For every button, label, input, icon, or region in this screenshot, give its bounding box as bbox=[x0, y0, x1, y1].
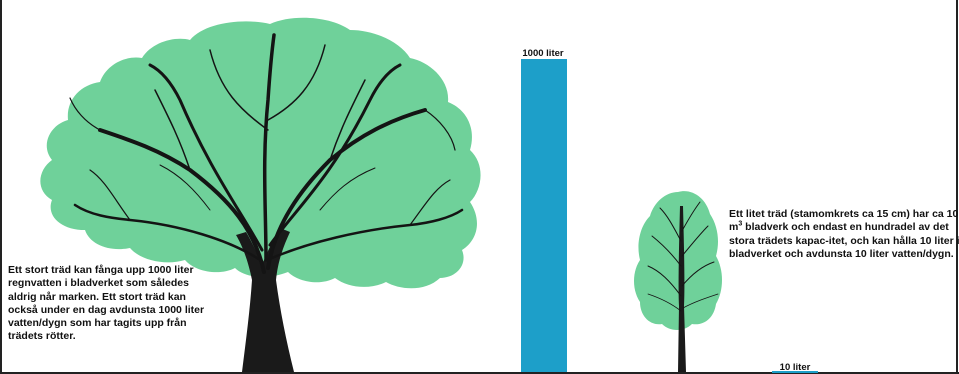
large-tree-caption: Ett stort träd kan fånga upp 1000 liter … bbox=[8, 264, 205, 343]
large-bar-label: 1000 liter bbox=[522, 48, 564, 59]
large-tree-trunk bbox=[236, 228, 294, 372]
small-tree-branches bbox=[647, 201, 719, 312]
large-tree-canopy bbox=[40, 17, 481, 289]
small-bar-label: 10 liter bbox=[779, 362, 811, 373]
frame-right-border bbox=[956, 0, 958, 374]
small-tree-caption-part2: bladverk och endast en hundradel av det … bbox=[729, 221, 959, 260]
small-tree-illustration bbox=[634, 191, 722, 372]
large-water-bar bbox=[521, 59, 567, 372]
small-tree-trunk bbox=[678, 206, 686, 372]
frame-bottom-border bbox=[0, 372, 959, 374]
small-tree-caption-superscript: 3 bbox=[738, 220, 743, 228]
small-tree-caption: Ett litet träd (stamomkrets ca 15 cm) ha… bbox=[729, 208, 959, 261]
large-tree-illustration bbox=[40, 17, 481, 372]
small-tree-caption-part1: Ett litet träd (stamomkrets ca 15 cm) ha… bbox=[729, 208, 959, 234]
large-tree-branches bbox=[69, 33, 464, 274]
small-water-bar bbox=[772, 371, 818, 373]
frame-left-border bbox=[0, 0, 2, 374]
small-tree-canopy bbox=[634, 191, 722, 330]
